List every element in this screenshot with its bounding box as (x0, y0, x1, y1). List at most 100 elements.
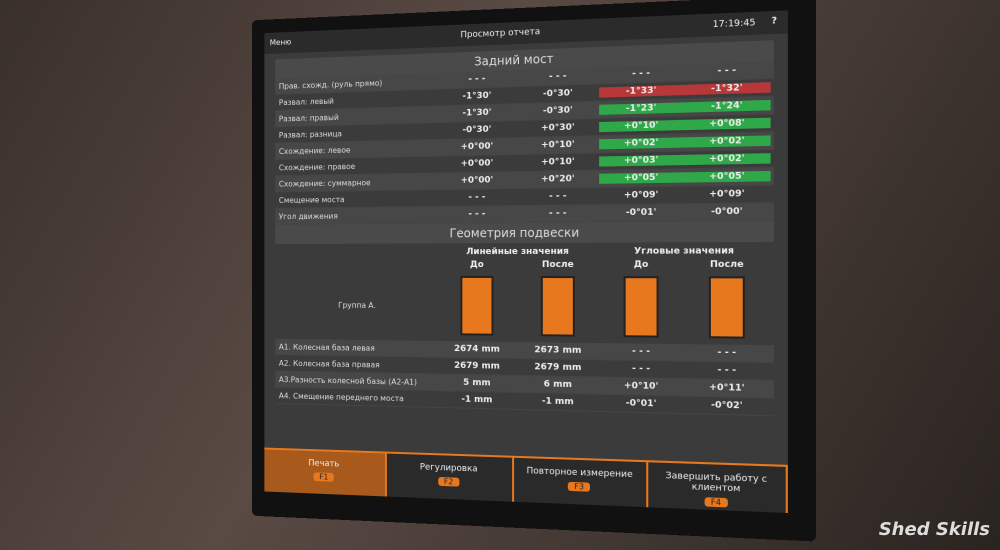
row-label: Схождение: правое (275, 160, 437, 172)
table: Прав. схожд. (руль прямо) - - - - - - - - -… (275, 61, 774, 225)
row-label: Схождение: суммарное (275, 177, 437, 188)
value-cell: 6 mm (517, 379, 599, 391)
value-cell: +0°02' (599, 137, 683, 149)
row-label: Смещение моста (275, 194, 437, 205)
menu[interactable]: Меню (270, 38, 292, 48)
column-header: До (437, 260, 517, 270)
column-header: После (517, 260, 599, 270)
button-label: Регулировка (386, 461, 512, 475)
value-cell: -1 mm (437, 394, 517, 406)
row-label: Развал: правый (275, 110, 437, 123)
wheelbase-icon (460, 276, 493, 336)
value-cell: -1°30' (437, 107, 517, 119)
value-cell: +0°11' (684, 382, 771, 394)
value-cell: 2673 mm (517, 345, 599, 356)
page: Меню Просмотр отчета 17:19:45 ? Задний м… (0, 0, 1000, 550)
function-key: F3 (568, 482, 590, 492)
value-cell: +0°00' (437, 158, 517, 169)
clock: 17:19:45 (713, 18, 756, 30)
value-cell: -1°23' (599, 102, 683, 115)
function-key: F4 (704, 497, 727, 507)
button-label: Завершить работу с клиентом (648, 470, 786, 496)
value-cell: +0°02' (684, 153, 771, 165)
value-cell: 2674 mm (437, 344, 517, 355)
value-cell: -1°33' (599, 85, 683, 98)
value-cell: -0°02' (684, 400, 771, 412)
row-label: Прав. схожд. (руль прямо) (275, 76, 437, 90)
value-cell: 5 mm (437, 377, 517, 389)
value-cell: - - - (437, 209, 517, 220)
value-cell: +0°30' (517, 122, 599, 134)
watermark: Shed Skills (879, 519, 990, 540)
value-cell: -0°00' (684, 206, 771, 217)
wheelbase-icon (709, 276, 745, 338)
value-cell: -0°01' (599, 207, 683, 218)
footer-button[interactable]: Повторное измерение F3 (514, 458, 648, 507)
value-cell: +0°03' (599, 155, 683, 167)
diagram-cell (599, 276, 683, 338)
monitor: Меню Просмотр отчета 17:19:45 ? Задний м… (252, 0, 816, 542)
value-cell: +0°05' (599, 172, 683, 184)
column-headers: До После До После (275, 260, 774, 270)
value-cell: - - - (517, 208, 599, 219)
footer: Печать F1 Регулировка F2 Повторное измерение… (264, 448, 787, 513)
value-cell: +0°10' (599, 381, 683, 393)
value-cell: +0°05' (684, 171, 771, 183)
value-cell: -0°30' (517, 105, 599, 117)
value-cell: - - - (437, 73, 517, 86)
function-key: F1 (314, 472, 334, 481)
value-cell: +0°10' (517, 156, 599, 168)
value-cell: -1°30' (437, 90, 517, 102)
value-cell: +0°00' (437, 141, 517, 153)
value-cell: - - - (599, 67, 683, 80)
row-label: А2. Колесная база правая (275, 358, 437, 370)
column-header: После (684, 260, 771, 270)
footer-button[interactable]: Регулировка F2 (386, 454, 514, 502)
value-cell: - - - (599, 346, 683, 357)
value-cell: - - - (599, 363, 683, 375)
group-header: Линейные значения Угловые значения (275, 246, 774, 257)
value-cell: - - - (517, 191, 599, 202)
value-cell: -0°30' (437, 124, 517, 136)
value-cell: -1 mm (517, 396, 599, 408)
footer-button[interactable]: Печать F1 (264, 449, 386, 496)
value-cell: -0°01' (599, 398, 683, 410)
row-label: А3.Разность колесной базы (А2-А1) (275, 375, 437, 387)
value-cell: - - - (437, 192, 517, 203)
value-cell: -1°32' (684, 82, 771, 95)
diagram-cell (437, 276, 517, 336)
help[interactable]: ? (771, 16, 777, 27)
value-cell: 2679 mm (437, 361, 517, 372)
value-cell: - - - (684, 347, 771, 359)
value-cell: +0°02' (684, 135, 771, 147)
table: А1. Колесная база левая 2674 mm 2673 mm - -… (275, 339, 774, 417)
column-header: До (599, 260, 683, 270)
linear-header: Линейные значения (437, 247, 599, 257)
group-row: Группа А. (275, 270, 774, 345)
group-label: Группа А. (275, 300, 437, 310)
diagram-cell (517, 276, 599, 337)
screen: Меню Просмотр отчета 17:19:45 ? Задний м… (264, 10, 787, 513)
value-cell: - - - (684, 64, 771, 77)
wheelbase-icon (541, 276, 575, 337)
value-cell: -0°30' (517, 88, 599, 101)
report: Задний мост Прав. схожд. (руль прямо) - - … (275, 40, 774, 416)
wheelbase-icon (624, 276, 659, 338)
footer-button[interactable]: Завершить работу с клиентом F4 (648, 462, 788, 513)
value-cell: +0°09' (684, 189, 771, 200)
row-label: Развал: разница (275, 127, 437, 140)
window-title: Просмотр отчета (460, 27, 540, 40)
row-label: А4. Смещение переднего моста (275, 391, 437, 404)
row-label: Развал: левый (275, 93, 437, 107)
value-cell: +0°20' (517, 174, 599, 185)
row-label: А1. Колесная база левая (275, 342, 437, 353)
value-cell: +0°00' (437, 175, 517, 186)
angular-header: Угловые значения (599, 246, 770, 257)
value-cell: +0°09' (599, 190, 683, 201)
button-label: Повторное измерение (514, 466, 646, 481)
value-cell: - - - (684, 365, 771, 377)
diagram-cell (684, 276, 771, 339)
value-cell: 2679 mm (517, 362, 599, 373)
value-cell: -1°24' (684, 100, 771, 113)
value-cell: +0°10' (599, 120, 683, 132)
